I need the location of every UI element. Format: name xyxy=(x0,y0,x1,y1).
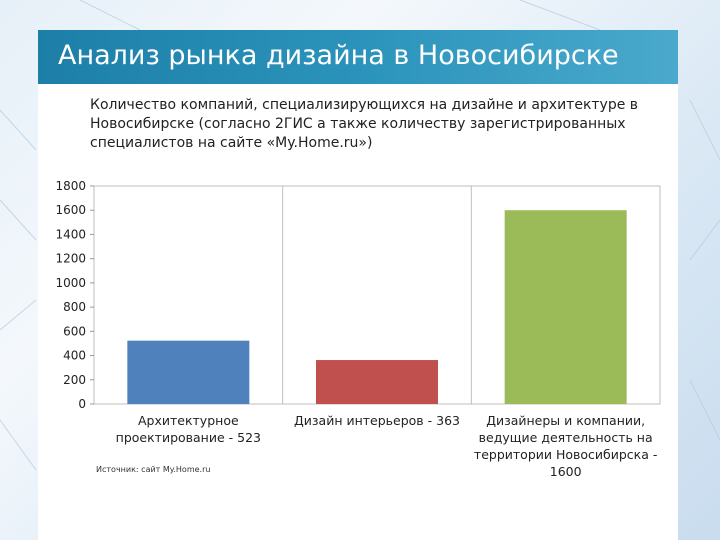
y-tick-label: 1800 xyxy=(55,179,86,193)
chart-subtitle: Количество компаний, специализирующихся … xyxy=(90,97,639,151)
y-tick-label: 200 xyxy=(63,373,86,387)
x-category-label: Архитектурное проектирование - 523 xyxy=(115,413,261,445)
y-tick-label: 1400 xyxy=(55,227,86,241)
y-tick-label: 0 xyxy=(78,397,86,411)
y-tick-label: 400 xyxy=(63,349,86,363)
y-tick-label: 1000 xyxy=(55,276,86,290)
x-category-label: Дизайнеры и компании, ведущие деятельнос… xyxy=(473,413,658,479)
slide-title: Анализ рынка дизайна в Новосибирске xyxy=(58,40,619,71)
title-bar xyxy=(38,30,678,84)
y-tick-label: 800 xyxy=(63,300,86,314)
source-note: Источник: сайт My.Home.ru xyxy=(96,465,211,474)
bar-1 xyxy=(127,340,250,404)
x-category-label: Дизайн интерьеров - 363 xyxy=(294,413,460,428)
bar-2 xyxy=(316,360,438,404)
y-tick-label: 1600 xyxy=(55,203,86,217)
y-tick-label: 1200 xyxy=(55,252,86,266)
y-tick-label: 600 xyxy=(63,324,86,338)
bar-3 xyxy=(504,210,627,404)
